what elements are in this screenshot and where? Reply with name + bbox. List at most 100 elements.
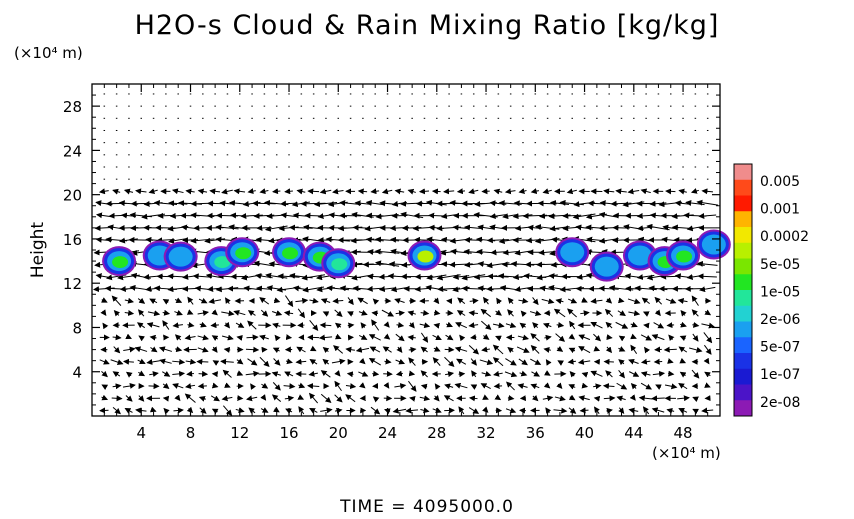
wind-vector [665,298,677,304]
colorbar-segment [734,290,752,307]
wind-vector [100,309,107,316]
wind-vector [322,311,330,317]
wind-vector [407,188,416,195]
wind-vector [307,383,320,390]
cloud-core [599,261,616,274]
wind-vector [198,370,209,377]
wind-vector [577,358,591,365]
colorbar-segment [734,321,752,338]
wind-vector [372,396,380,403]
wind-vector [279,200,298,207]
wind-vector [668,370,675,377]
wind-vector [370,406,381,415]
wind-vector [174,394,181,402]
wind-vector [375,260,400,267]
wind-vector [506,381,515,391]
wind-vector [271,371,281,378]
wind-vector [210,395,220,402]
wind-vector [122,382,136,389]
wind-vector [468,407,480,414]
wind-vector [433,322,440,329]
cloud-cells [102,229,731,282]
wind-vector [530,358,542,365]
wind-vector [198,396,206,402]
wind-vector [246,395,258,402]
wind-vector [492,322,505,329]
wind-vector [208,298,222,305]
wind-vector [568,333,576,340]
wind-vector [272,382,281,391]
wind-vector [433,297,440,305]
wind-vector [184,393,196,403]
wind-vector [297,308,306,319]
wind-vector [298,406,305,415]
wind-vector [530,383,540,390]
wind-vector [224,297,231,305]
wind-vector [197,334,209,341]
wind-vector [125,333,132,340]
wind-vector [221,188,233,195]
wind-vector [419,395,431,402]
wind-vector [468,322,479,329]
wind-vector [284,395,295,402]
cloud-core [676,250,693,263]
wind-vector [99,407,109,414]
wind-vector [470,358,477,366]
wind-vector [428,212,445,219]
wind-vector [697,273,717,280]
wind-vector [332,188,344,195]
wind-vector [616,395,626,402]
wind-vector [698,212,717,219]
wind-vector [185,383,196,389]
wind-vector [593,383,602,390]
wind-vector [149,371,159,378]
wind-vector [553,407,568,414]
wind-vector [459,334,466,342]
wind-vector [284,188,293,195]
wind-vector [113,309,121,317]
wind-vector [481,346,490,353]
wind-vector [704,371,711,378]
wind-vector [172,322,183,329]
wind-vector [395,358,406,365]
wind-vector [692,408,699,415]
wind-vector [492,344,504,355]
wind-vector [703,344,712,355]
wind-vector [507,346,514,354]
wind-vector [394,383,407,389]
wind-vector [197,310,210,316]
wind-vector [159,358,172,365]
wind-vector [211,382,219,389]
wind-vector [359,357,366,365]
wind-vector [490,249,506,256]
y-tick-label: 28 [63,98,82,116]
wind-vector [347,297,354,306]
wind-vector [652,370,666,377]
wind-vector [163,407,170,415]
wind-vector [642,311,650,317]
wind-vector [271,394,282,402]
wind-vector [211,346,218,353]
wind-vector [285,358,293,365]
wind-vector [677,298,688,304]
wind-vector [320,407,333,414]
wind-vector [408,380,417,392]
wind-vector [319,322,332,329]
wind-vector [605,346,613,354]
wind-vector [233,188,246,195]
wind-vector [235,322,245,328]
wind-vector [454,382,468,389]
wind-vector [285,334,293,341]
cloud-cell [555,237,590,268]
colorbar-label: 5e-05 [760,257,800,273]
cloud-core [565,247,582,260]
wind-vector [112,334,122,341]
wind-vector [461,274,486,281]
wind-vector [680,309,687,317]
wind-vector [655,384,662,390]
wind-vector [272,188,281,195]
wind-vector [250,383,257,390]
wind-vector [211,335,219,341]
wind-vector [172,383,184,389]
wind-vector [112,383,122,390]
